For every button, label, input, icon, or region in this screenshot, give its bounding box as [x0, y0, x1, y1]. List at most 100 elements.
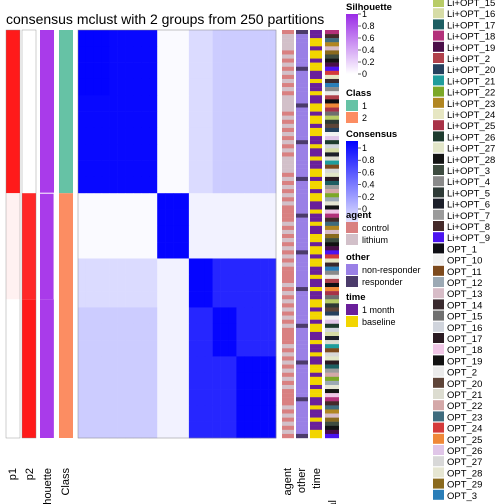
time-cell — [310, 180, 322, 186]
consensus-cell — [228, 62, 237, 80]
other-cell — [296, 144, 308, 149]
consensus-cell — [212, 242, 221, 259]
agent-cell — [282, 205, 294, 210]
consensus-cell — [125, 95, 134, 112]
consensus-cell — [196, 176, 206, 194]
individual-cell — [325, 136, 339, 141]
consensus-cell — [101, 127, 110, 145]
consensus-cell — [196, 160, 206, 178]
other-cell — [296, 384, 308, 390]
column-label-class: Class — [60, 468, 72, 496]
individual-legend-label: OPT_28 — [447, 468, 482, 479]
consensus-cell — [220, 144, 229, 161]
consensus-cell — [85, 372, 95, 390]
consensus-cell — [125, 323, 134, 341]
time-cell — [310, 348, 322, 353]
time-cell — [310, 164, 322, 169]
consensus-cell — [117, 225, 126, 243]
consensus-cell — [109, 242, 118, 259]
consensus-cell — [228, 356, 237, 374]
consensus-cell — [204, 46, 213, 63]
consensus-cell — [180, 95, 190, 112]
consensus-cell — [244, 62, 253, 80]
individual-legend-label: OPT_19 — [447, 356, 482, 367]
individual-legend-swatch — [433, 53, 444, 63]
individual-cell — [325, 50, 339, 55]
other-cell — [296, 303, 308, 308]
time-cell — [310, 197, 322, 202]
time-cell — [310, 258, 322, 263]
individual-cell — [325, 209, 339, 214]
time-cell — [310, 62, 322, 67]
other-cell — [296, 54, 308, 59]
consensus-cell — [101, 274, 110, 292]
consensus-cell — [93, 323, 103, 341]
consensus-cell — [252, 144, 261, 161]
consensus-cell — [117, 95, 126, 112]
consensus-cell — [260, 274, 269, 292]
consensus-cell — [173, 111, 182, 129]
consensus-cell — [260, 193, 269, 210]
consensus-cell — [141, 30, 150, 47]
consensus-cell — [78, 30, 87, 47]
time-cell — [310, 262, 322, 267]
consensus-tick-label: 0.8 — [362, 155, 375, 165]
agent-cell — [282, 356, 294, 361]
individual-legend-swatch — [433, 75, 444, 86]
column-label-agent: agent — [282, 468, 294, 496]
agent-cell — [282, 234, 294, 239]
consensus-cell — [212, 193, 221, 210]
individual-legend-label: OPT_11 — [447, 267, 482, 278]
agent-cell — [282, 50, 294, 55]
consensus-cell — [204, 274, 213, 292]
consensus-cell — [173, 242, 182, 259]
time-cell — [310, 34, 322, 39]
consensus-cell — [220, 291, 229, 308]
consensus-cell — [117, 144, 126, 161]
consensus-cell — [244, 389, 253, 406]
consensus-cell — [117, 274, 126, 292]
other-cell — [296, 115, 308, 120]
consensus-cell — [252, 340, 261, 357]
consensus-cell — [78, 176, 87, 194]
agent-cell — [282, 409, 294, 414]
consensus-cell — [236, 340, 245, 357]
individual-cell — [325, 258, 339, 263]
time-cell — [310, 425, 322, 431]
consensus-cell — [180, 274, 190, 292]
individual-legend-swatch — [433, 8, 444, 19]
silhouette-legend: Silhouette 1 0.8 0.6 0.4 0.2 0 — [346, 2, 392, 79]
consensus-cell — [244, 258, 253, 276]
individual-legend-swatch — [433, 30, 444, 41]
agent-cell — [282, 254, 294, 259]
consensus-cell — [93, 209, 103, 227]
consensus-cell — [196, 46, 206, 63]
consensus-cell — [268, 323, 277, 341]
consensus-cell — [268, 225, 277, 243]
consensus-cell — [125, 405, 134, 422]
consensus-cell — [165, 242, 174, 259]
agent-cell — [282, 201, 294, 206]
p2-frame — [21, 29, 37, 439]
consensus-cell — [252, 307, 261, 325]
consensus-cell — [109, 389, 118, 406]
individual-cell — [325, 111, 339, 116]
consensus-cell — [260, 209, 269, 227]
consensus-cell — [188, 127, 198, 145]
consensus-cell — [212, 62, 221, 80]
consensus-cell — [196, 340, 206, 357]
consensus-cell — [173, 274, 182, 292]
other-cell — [296, 205, 308, 210]
silhouette-bar — [40, 193, 54, 300]
consensus-cell — [149, 405, 158, 422]
consensus-cell — [173, 307, 182, 325]
consensus-cell — [212, 95, 221, 112]
consensus-cell — [109, 274, 118, 292]
consensus-cell — [117, 30, 126, 47]
time-legend-label: baseline — [362, 317, 396, 327]
time-cell — [310, 221, 322, 227]
consensus-cell — [133, 258, 142, 276]
consensus-cell — [220, 323, 229, 341]
other-cell — [296, 197, 308, 202]
consensus-cell — [149, 356, 158, 374]
